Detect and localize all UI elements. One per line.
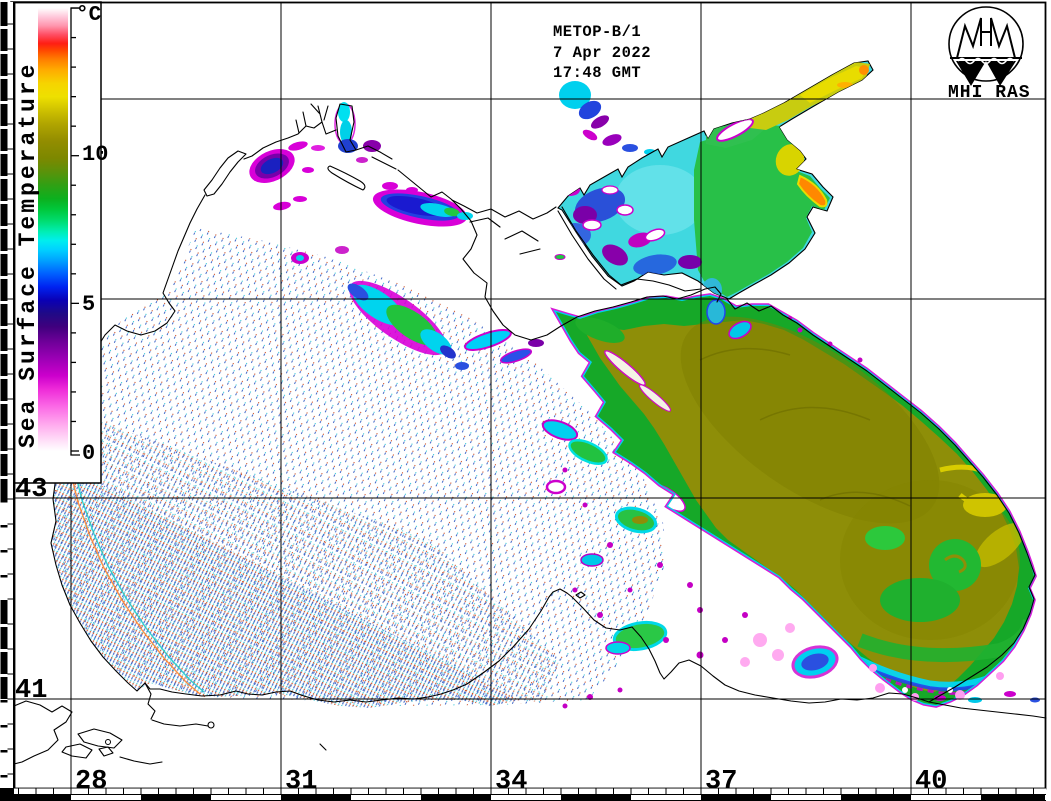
lat-label-43: 43 [15, 475, 47, 505]
left-ruler [0, 2, 14, 801]
logo-circle-icon [948, 6, 1024, 82]
bottom-ruler [14, 788, 1046, 801]
mhi-ras-logo: MHI RAS [948, 6, 1031, 103]
azov-sea-region [557, 60, 874, 300]
logo-label: MHI RAS [948, 83, 1031, 103]
swath-edge-cyan-line [73, 467, 205, 693]
satellite-label: METOP-B/1 [553, 23, 641, 41]
latitude-labels: 43 41 [15, 475, 47, 706]
colorbar-gradient [38, 8, 68, 451]
colorbar-tick-label-5: 5 [82, 292, 95, 317]
logo-waveline-icon [957, 57, 1015, 65]
colorbar-tick-label-10: 10 [82, 142, 108, 167]
colorbar-ticks [71, 7, 79, 452]
detached-cloud-edge-patches [464, 299, 1040, 709]
logo-waves-icon [956, 61, 1016, 86]
colorbar-title: Sea Surface Temperature [15, 62, 41, 448]
colorbar-unit: °C [76, 4, 102, 27]
header-info: METOP-B/1 7 Apr 2022 17:48 GMT [553, 23, 651, 82]
black-sea-warm-region [550, 293, 1037, 708]
swath-edge-orange-line [69, 469, 201, 695]
lat-label-41: 41 [15, 676, 47, 706]
no-data-hatch-region [51, 228, 664, 708]
colorbar-tick-label-0: 0 [82, 441, 95, 466]
colorbar: °C 10 5 0 Sea Surface Temperature [10, 1, 108, 484]
logo-emblem-icon [956, 17, 1016, 59]
date-label: 7 Apr 2022 [553, 44, 651, 62]
pink-patches [740, 623, 795, 667]
time-label: 17:48 GMT [553, 64, 641, 82]
